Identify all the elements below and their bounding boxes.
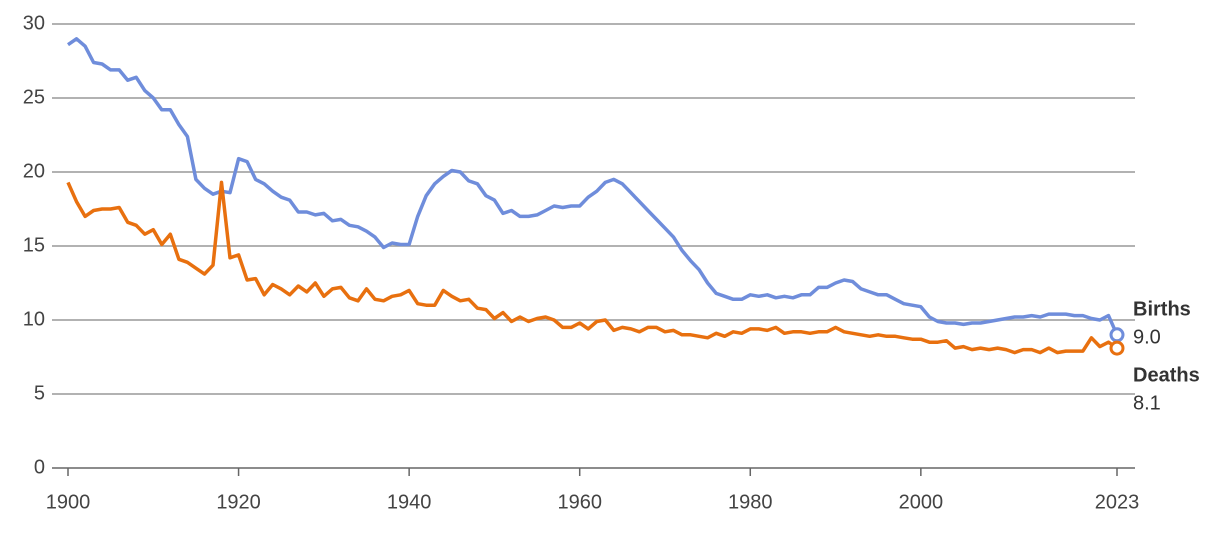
y-tick-label: 20 <box>23 160 45 182</box>
x-tick-label: 1980 <box>728 491 773 513</box>
y-tick-label: 30 <box>23 12 45 34</box>
y-tick-label: 0 <box>34 456 45 478</box>
x-tick-label: 1940 <box>387 491 432 513</box>
end-marker <box>1109 327 1125 343</box>
x-tick-label: 1920 <box>216 491 261 513</box>
end-value-label: 9.0 <box>1133 326 1161 348</box>
x-tick-label: 2000 <box>899 491 944 513</box>
legend-label: Deaths <box>1133 364 1200 386</box>
y-tick-label: 5 <box>34 382 45 404</box>
y-tick-label: 15 <box>23 234 45 256</box>
x-tick-label: 1900 <box>46 491 91 513</box>
end-value-label: 8.1 <box>1133 392 1161 414</box>
y-tick-label: 25 <box>23 86 45 108</box>
legend-label: Births <box>1133 298 1191 320</box>
series-line <box>67 37 1119 336</box>
x-tick-label: 1960 <box>557 491 602 513</box>
x-tick-label: 2023 <box>1095 491 1140 513</box>
end-marker <box>1109 340 1125 356</box>
series-line <box>66 180 1118 355</box>
y-tick-label: 10 <box>23 308 45 330</box>
